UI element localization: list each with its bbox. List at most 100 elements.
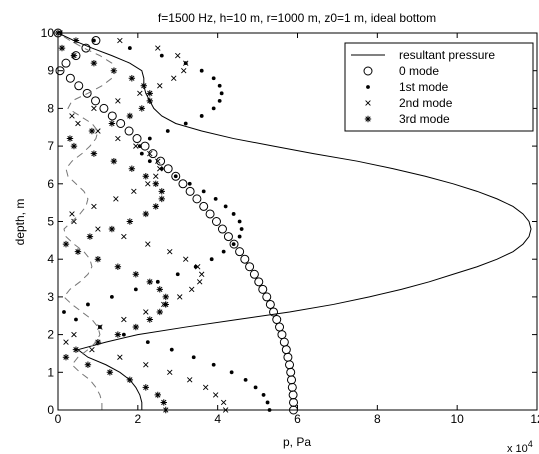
x-tick-label: 10 bbox=[450, 412, 464, 426]
data-point bbox=[189, 286, 195, 293]
y-tick-label: 0 bbox=[47, 403, 54, 417]
data-point bbox=[61, 58, 71, 68]
data-point bbox=[117, 37, 123, 44]
data-point bbox=[66, 135, 74, 142]
y-tick-label: 2 bbox=[47, 328, 54, 342]
y-tick-label: 8 bbox=[47, 101, 54, 115]
data-point bbox=[140, 141, 150, 151]
x-tick-label: 2 bbox=[134, 412, 141, 426]
data-point bbox=[265, 400, 270, 405]
data-point bbox=[288, 390, 298, 400]
data-point bbox=[65, 73, 75, 83]
x-tick-label: 0 bbox=[55, 412, 62, 426]
data-point bbox=[132, 134, 142, 144]
data-point bbox=[258, 284, 268, 294]
data-point bbox=[86, 233, 94, 240]
data-point bbox=[173, 174, 178, 179]
data-point bbox=[146, 278, 154, 286]
chart-title: f=1500 Hz, h=10 m, r=1000 m, z0=1 m, ide… bbox=[158, 11, 436, 25]
data-point bbox=[194, 264, 201, 270]
data-point bbox=[156, 286, 163, 293]
data-point bbox=[198, 271, 205, 277]
dashed-line bbox=[57, 32, 117, 410]
legend-entry-label: resultant pressure bbox=[399, 48, 495, 62]
data-point bbox=[183, 121, 188, 126]
data-point bbox=[155, 158, 161, 164]
data-point bbox=[231, 212, 236, 216]
y-tick-label: 6 bbox=[47, 177, 54, 191]
data-point bbox=[159, 53, 164, 58]
data-point bbox=[253, 385, 258, 390]
y-tick-label: 10 bbox=[41, 26, 55, 40]
data-point bbox=[183, 60, 189, 66]
data-point bbox=[209, 257, 214, 262]
data-point bbox=[211, 106, 216, 111]
data-point bbox=[192, 194, 202, 204]
data-point bbox=[81, 43, 91, 53]
data-point bbox=[223, 232, 233, 242]
data-point bbox=[70, 142, 78, 150]
legend-swatch-marker bbox=[365, 100, 371, 106]
x-tick-label: 6 bbox=[294, 412, 301, 426]
data-point bbox=[178, 179, 188, 189]
x-tick-label: 4 bbox=[214, 412, 221, 426]
data-point bbox=[152, 203, 159, 210]
data-point bbox=[71, 331, 77, 338]
data-point bbox=[287, 382, 297, 392]
data-point bbox=[70, 52, 78, 59]
data-point bbox=[139, 151, 144, 156]
data-point bbox=[133, 287, 138, 292]
data-point bbox=[95, 226, 101, 232]
data-point bbox=[121, 332, 126, 337]
data-point bbox=[211, 217, 221, 226]
legend-swatch-marker bbox=[363, 66, 373, 76]
data-point bbox=[158, 195, 165, 203]
series-dashed-curve bbox=[57, 32, 117, 410]
data-point bbox=[128, 75, 136, 82]
data-point bbox=[94, 256, 102, 263]
data-point bbox=[133, 143, 139, 149]
data-point bbox=[237, 219, 242, 224]
data-point bbox=[217, 98, 222, 103]
y-tick-label: 7 bbox=[47, 139, 54, 153]
data-point bbox=[196, 279, 203, 285]
data-point bbox=[160, 399, 167, 406]
plot-marks bbox=[53, 28, 532, 415]
data-point bbox=[254, 277, 264, 287]
data-point bbox=[62, 310, 66, 314]
resultant-pressure-line bbox=[57, 32, 532, 410]
data-point bbox=[155, 45, 161, 51]
data-point bbox=[55, 66, 65, 76]
data-point bbox=[265, 299, 275, 309]
y-tick-label: 5 bbox=[47, 215, 54, 229]
data-point bbox=[243, 377, 248, 382]
data-point bbox=[145, 181, 151, 187]
data-point bbox=[69, 113, 75, 119]
data-point bbox=[175, 272, 180, 277]
data-point bbox=[156, 308, 163, 316]
data-point bbox=[239, 227, 244, 231]
data-point bbox=[281, 345, 291, 355]
data-point bbox=[156, 156, 166, 166]
data-point bbox=[201, 189, 206, 194]
data-point bbox=[137, 144, 142, 149]
data-point bbox=[217, 83, 222, 88]
data-point bbox=[169, 347, 174, 352]
data-point bbox=[131, 188, 137, 195]
y-axis-label: depth, m bbox=[13, 199, 27, 246]
data-point bbox=[138, 105, 146, 112]
y-tick-label: 9 bbox=[47, 64, 54, 78]
legend-swatch-marker bbox=[364, 115, 372, 123]
data-point bbox=[211, 362, 216, 367]
data-point bbox=[154, 391, 161, 399]
data-point bbox=[199, 201, 209, 211]
data-point bbox=[58, 44, 66, 52]
data-point bbox=[145, 241, 151, 247]
data-point bbox=[91, 36, 101, 46]
data-point bbox=[91, 203, 97, 210]
data-point bbox=[181, 67, 187, 74]
data-point bbox=[193, 264, 198, 269]
data-point bbox=[126, 218, 134, 225]
data-point bbox=[62, 240, 70, 248]
